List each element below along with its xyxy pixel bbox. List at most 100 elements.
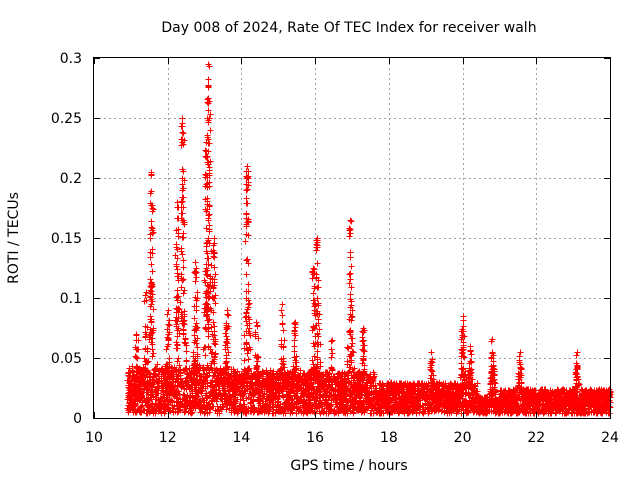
data-point [196, 378, 203, 385]
data-point [467, 384, 474, 391]
data-point [177, 402, 184, 409]
data-point [284, 392, 291, 399]
data-point [348, 263, 355, 270]
data-point [428, 408, 435, 415]
data-point [127, 402, 134, 409]
data-point [420, 389, 427, 396]
data-point [462, 407, 469, 414]
data-point [267, 375, 274, 382]
data-point [518, 366, 525, 373]
data-point [313, 394, 320, 401]
data-point [404, 388, 411, 395]
data-point [157, 398, 164, 405]
data-point [179, 398, 186, 405]
data-point [512, 399, 519, 406]
data-point [367, 371, 374, 378]
data-point [489, 395, 496, 402]
data-points [124, 61, 614, 417]
data-point [237, 374, 244, 381]
data-point [337, 372, 344, 379]
data-point [248, 379, 255, 386]
data-point [242, 375, 249, 382]
data-point [245, 356, 252, 363]
data-point [183, 386, 190, 393]
data-point [346, 393, 353, 400]
data-point [447, 381, 454, 388]
data-point [172, 367, 179, 374]
data-point [344, 358, 351, 365]
data-point [215, 372, 222, 379]
data-point [279, 377, 286, 384]
data-point [536, 396, 543, 403]
data-point [400, 397, 407, 404]
data-point [316, 326, 323, 333]
data-point [149, 283, 156, 290]
data-point [303, 382, 310, 389]
data-point [214, 403, 221, 410]
data-point [273, 383, 280, 390]
data-point [549, 389, 556, 396]
data-point [152, 396, 159, 403]
data-point [260, 382, 267, 389]
data-point [459, 350, 466, 357]
data-point [150, 306, 157, 313]
data-point [283, 391, 290, 398]
data-point [318, 400, 325, 407]
data-point [486, 401, 493, 408]
data-point [182, 335, 189, 342]
data-point [197, 365, 204, 372]
data-point [490, 408, 497, 415]
data-point [173, 366, 180, 373]
data-point [432, 405, 439, 412]
data-point [246, 300, 253, 307]
data-point [155, 408, 162, 415]
data-point [202, 373, 209, 380]
data-point [214, 410, 221, 417]
data-point [241, 345, 248, 352]
data-point [265, 371, 272, 378]
data-point [164, 390, 171, 397]
data-point [588, 387, 595, 394]
data-point [297, 397, 304, 404]
data-point [241, 357, 248, 364]
data-point [349, 340, 356, 347]
data-point [133, 354, 140, 361]
data-point [606, 403, 613, 410]
data-point [566, 397, 573, 404]
data-point [250, 386, 257, 393]
data-point [204, 362, 211, 369]
data-point [154, 361, 161, 368]
data-point [235, 407, 242, 414]
data-point [274, 395, 281, 402]
data-point [239, 392, 246, 399]
data-point [319, 384, 326, 391]
data-point [457, 395, 464, 402]
data-point [599, 390, 606, 397]
data-point [337, 392, 344, 399]
data-point [236, 402, 243, 409]
data-point [311, 409, 318, 416]
data-point [194, 344, 201, 351]
data-point [185, 409, 192, 416]
data-point [355, 379, 362, 386]
data-point [244, 256, 251, 263]
data-point [269, 382, 276, 389]
data-point [149, 384, 156, 391]
data-point [170, 405, 177, 412]
data-point [178, 380, 185, 387]
data-point [421, 386, 428, 393]
data-point [407, 402, 414, 409]
data-point [196, 405, 203, 412]
data-point [339, 385, 346, 392]
data-point [270, 368, 277, 375]
data-point [184, 400, 191, 407]
data-point [308, 391, 315, 398]
data-point [241, 332, 248, 339]
data-point [379, 380, 386, 387]
data-point [178, 284, 185, 291]
data-point [203, 366, 210, 373]
data-point [461, 354, 468, 361]
data-point [164, 398, 171, 405]
data-point [289, 368, 296, 375]
data-point [283, 402, 290, 409]
